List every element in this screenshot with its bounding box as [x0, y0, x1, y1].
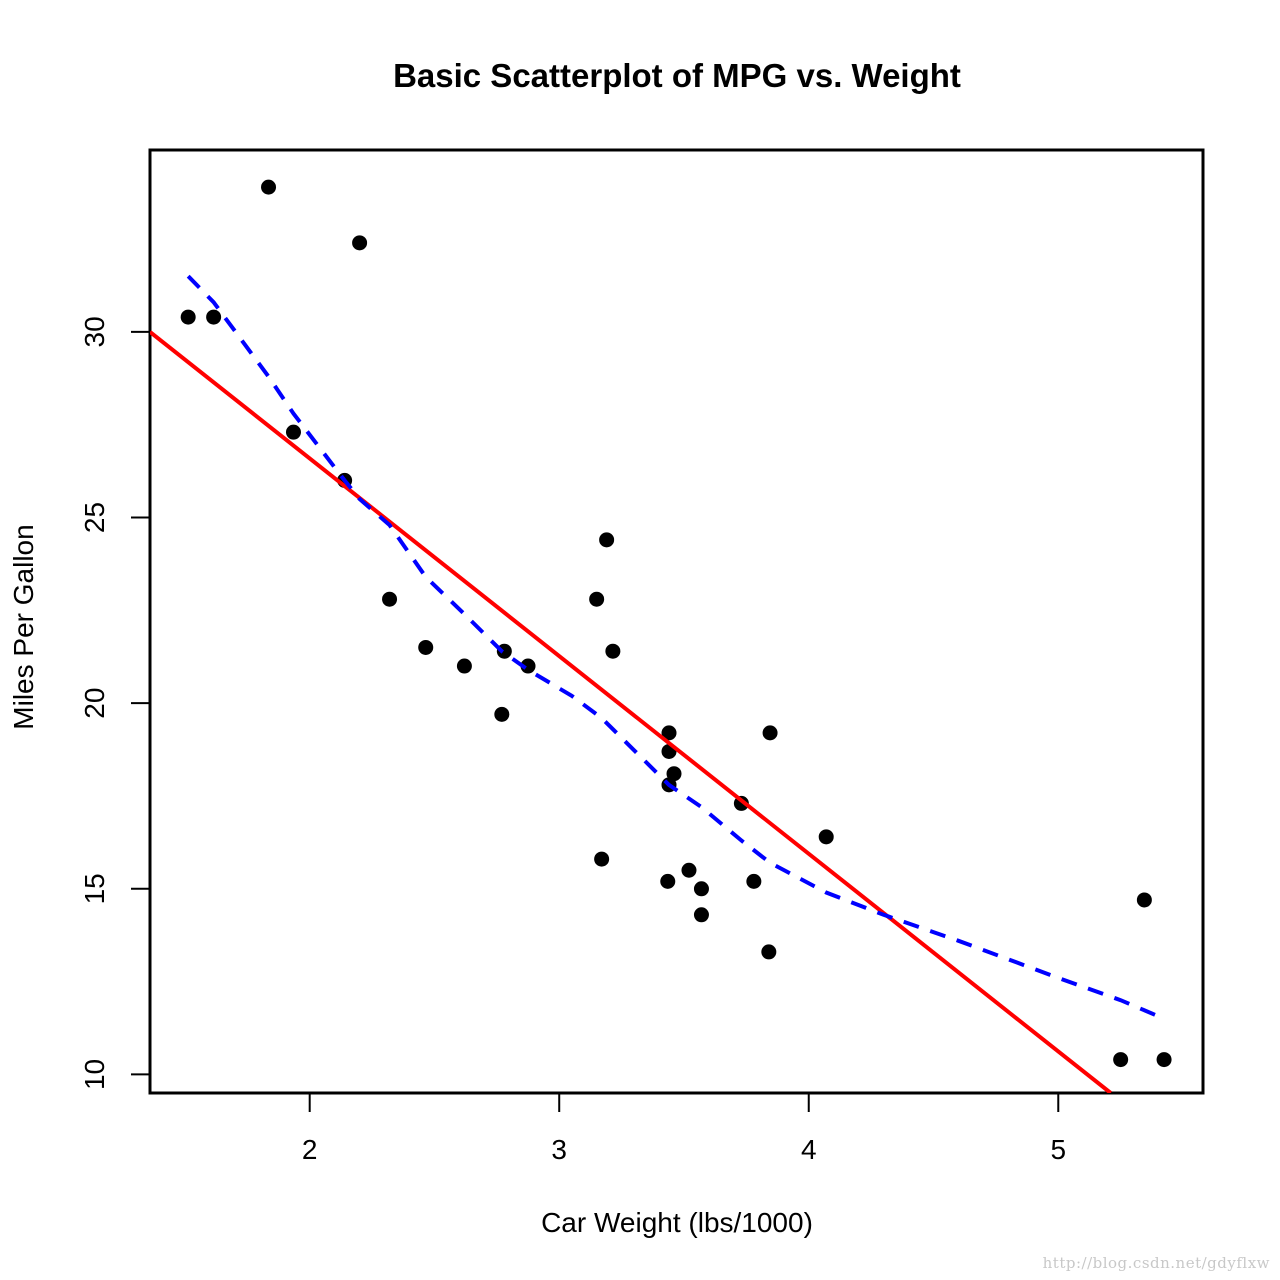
data-point [180, 309, 196, 325]
y-tick-label: 25 [79, 502, 110, 533]
x-tick-label: 2 [302, 1134, 318, 1165]
data-point [206, 309, 222, 325]
chart-title: Basic Scatterplot of MPG vs. Weight [393, 57, 961, 94]
x-tick-label: 4 [801, 1134, 817, 1165]
y-tick-label: 15 [79, 873, 110, 904]
data-point [660, 873, 676, 889]
y-tick-label: 10 [79, 1059, 110, 1090]
x-tick-label: 3 [551, 1134, 567, 1165]
data-point [599, 532, 615, 548]
data-point [285, 424, 301, 440]
data-point [352, 235, 368, 251]
data-point [605, 643, 621, 659]
data-point [382, 591, 398, 607]
data-point [666, 766, 682, 782]
x-tick-label: 5 [1050, 1134, 1066, 1165]
data-point [661, 725, 677, 741]
y-tick-label: 20 [79, 688, 110, 719]
data-point [681, 862, 697, 878]
data-point [693, 907, 709, 923]
watermark-text: http://blog.csdn.net/gdyflxw [1042, 1254, 1270, 1272]
data-point [594, 851, 610, 867]
data-point [589, 591, 605, 607]
y-axis-label: Miles Per Gallon [8, 524, 39, 729]
data-point [520, 658, 536, 674]
data-point [693, 881, 709, 897]
regression-line [150, 330, 1112, 1093]
data-point [1136, 892, 1152, 908]
data-point [1113, 1052, 1129, 1068]
lowess-line [186, 274, 1165, 1021]
data-point [1156, 1052, 1172, 1068]
data-point [261, 179, 277, 195]
x-axis-label: Car Weight (lbs/1000) [541, 1207, 813, 1238]
plot-area: 2 3 4 5 10 15 20 25 30 [79, 148, 1205, 1165]
plot-frame [148, 148, 1205, 1095]
data-point [418, 639, 434, 655]
data-point [762, 725, 778, 741]
data-point [761, 944, 777, 960]
data-point [494, 706, 510, 722]
data-point [456, 658, 472, 674]
data-point [818, 829, 834, 845]
y-tick-label: 30 [79, 316, 110, 347]
data-point [746, 873, 762, 889]
